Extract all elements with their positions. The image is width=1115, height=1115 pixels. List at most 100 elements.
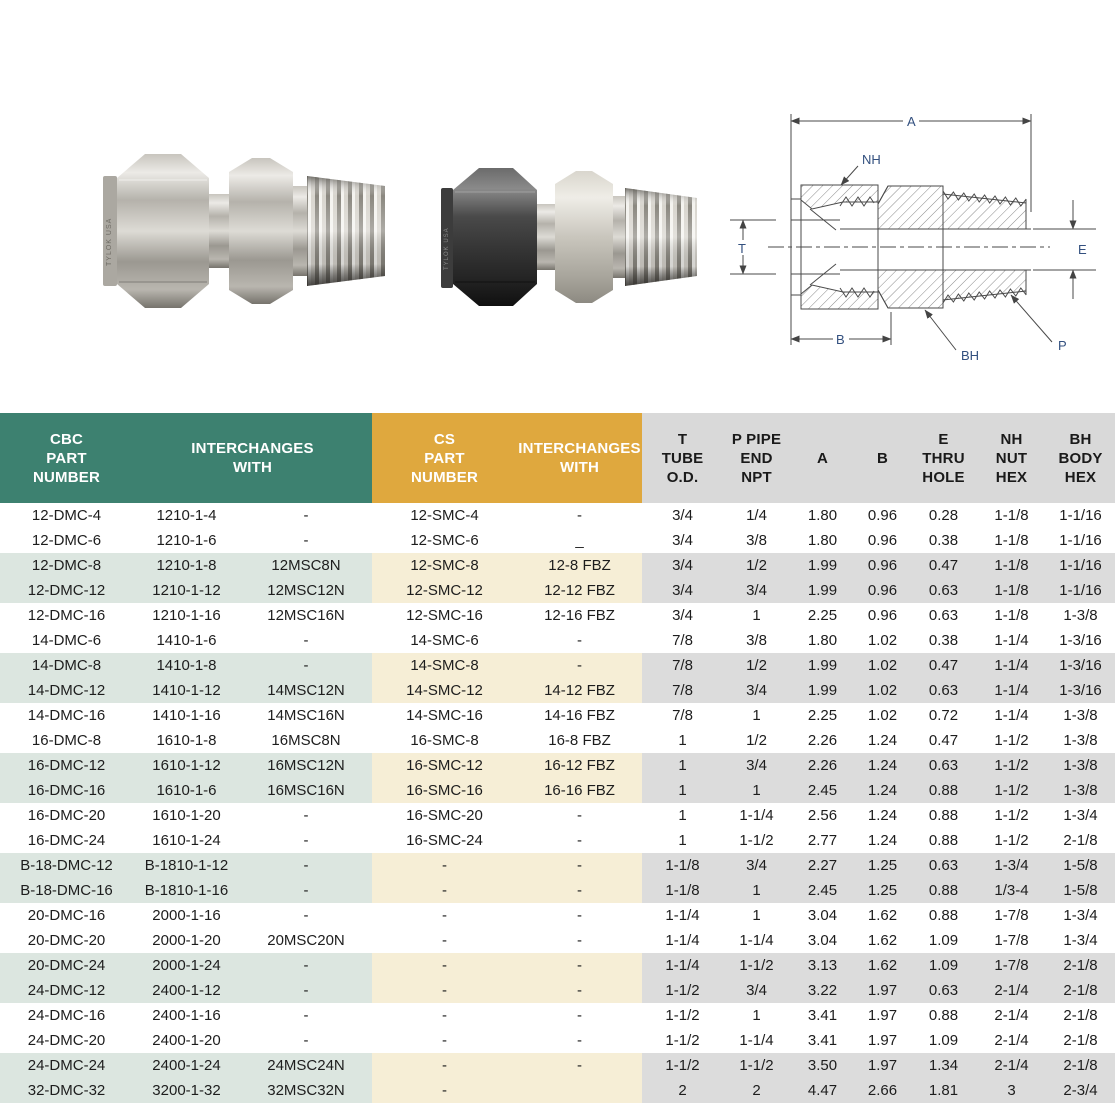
interchange-2: 16MSC12N — [240, 753, 373, 778]
interchange-1: 2400-1-24 — [133, 1053, 240, 1078]
e-thru-hole: 0.88 — [910, 878, 978, 903]
interchange-2: 14MSC16N — [267, 707, 345, 724]
table-row: 16-DMC-24 1610-1-24 - 16-SMC-24 - 1 1-1/2 2.77 1… — [0, 828, 1115, 853]
e-thru-hole: 0.63 — [910, 578, 978, 603]
interchange-1: 1210-1-6 — [156, 532, 217, 549]
cs-part-number: 14-SMC-6 — [410, 632, 479, 649]
interchange-1: 1610-1-8 — [156, 732, 217, 749]
t-tube-od: 1-1/4 — [665, 907, 700, 924]
neck — [209, 194, 229, 268]
e-thru-hole: 0.63 — [910, 978, 978, 1003]
bh-leader — [924, 309, 957, 351]
cbc-part-number: 24-DMC-12 — [0, 978, 133, 1003]
dim-label-nh: NH — [862, 152, 881, 167]
p-pipe-end-npt: 3/4 — [723, 978, 791, 1003]
interchange-1: 2000-1-16 — [152, 907, 221, 924]
dim-b: 0.96 — [855, 553, 911, 578]
p-pipe-end-npt: 1 — [723, 778, 791, 803]
table-row: B-18-DMC-12 B-1810-1-12- - -1-1/8 3/4 2.27 1.2… — [0, 853, 1115, 878]
p-pipe-end-npt: 1-1/2 — [723, 953, 791, 978]
dim-a: 2.27 — [790, 853, 856, 878]
dim-a: 3.13 — [790, 953, 856, 978]
cs-part-number: - — [442, 1007, 448, 1024]
cs-interchange: 12-12 FBZ — [517, 578, 643, 603]
dim-a: 1.99 — [790, 678, 856, 703]
cs-part-number: - — [372, 853, 518, 878]
interchange-1: 2400-1-12 — [133, 978, 240, 1003]
cbc-part-number: B-18-DMC-16 — [0, 878, 133, 903]
p-pipe-end-npt: 1 — [752, 607, 761, 624]
interchange-1: 1610-1-20 — [152, 807, 221, 824]
interchange-1: 1210-1-8 — [133, 553, 240, 578]
t-tube-od: 3/4 — [642, 553, 724, 578]
nh-nut-hex: 1-1/4 — [994, 707, 1029, 724]
table-row: B-18-DMC-16 B-1810-1-16- - -1-1/8 1 2.45 1.25 0… — [0, 878, 1115, 903]
dimension-drawing: A NH T B BH P E — [730, 113, 1096, 363]
interchange-2: - — [303, 832, 309, 849]
cs-interchange: - — [577, 807, 583, 824]
p-pipe-end-npt: 1 — [752, 907, 761, 924]
cs-part-number: 16-SMC-20 — [406, 807, 483, 824]
cbc-part-number: B-18-DMC-12 — [0, 853, 133, 878]
e-thru-hole: 1.09 — [928, 932, 959, 949]
nh-nut-hex: 1-1/2 — [994, 832, 1029, 849]
interchange-2: 24MSC24N — [240, 1053, 373, 1078]
interchange-2: 12MSC12N — [240, 578, 373, 603]
interchange-2: - — [240, 853, 373, 878]
cbc-part-number: 14-DMC-6 — [31, 632, 102, 649]
table-row: 12-DMC-6 1210-1-6 - 12-SMC-6 _ 3/4 3/8 1.80 0.96… — [0, 528, 1115, 553]
bh-body-hex: 2-3/4 — [1046, 1078, 1115, 1103]
interchange-2: - — [303, 1032, 309, 1049]
col-header: E THRU HOLE — [910, 413, 978, 503]
cs-interchange: - — [517, 1053, 643, 1078]
cs-interchange: - — [577, 1007, 583, 1024]
dim-b: 2.66 — [855, 1078, 911, 1103]
cs-interchange: - — [577, 832, 583, 849]
e-thru-hole: 0.88 — [928, 907, 959, 924]
p-leader — [1010, 294, 1053, 343]
cs-interchange: - — [577, 932, 583, 949]
dim-a: 2.25 — [807, 707, 838, 724]
dim-b: 0.96 — [855, 578, 911, 603]
bh-body-hex: 1-3/8 — [1063, 707, 1098, 724]
bh-body-hex: 1-5/8 — [1046, 853, 1115, 878]
e-thru-hole: 0.47 — [928, 732, 959, 749]
interchange-2: - — [303, 807, 309, 824]
interchange-2: 12MSC8N — [240, 553, 373, 578]
p-pipe-end-npt: 1/2 — [746, 732, 767, 749]
technical-diagram: A NH T B BH P E — [728, 82, 1113, 377]
table-row: 16-DMC-8 1610-1-8 16MSC8N 16-SMC-8 16-8 FBZ 1… — [0, 728, 1115, 753]
p-pipe-end-npt: 1-1/4 — [739, 807, 774, 824]
nh-nut-hex: 1/3-4 — [977, 878, 1047, 903]
cbc-part-number: 24-DMC-24 — [0, 1053, 133, 1078]
dim-b: 1.25 — [855, 878, 911, 903]
e-thru-hole: 0.72 — [928, 707, 959, 724]
dim-b: 1.24 — [867, 807, 898, 824]
interchange-1: B-1810-1-16 — [133, 878, 240, 903]
fitting-geometry — [768, 184, 1050, 310]
cs-interchange: 16-12 FBZ — [517, 753, 643, 778]
cs-interchange: - — [517, 953, 643, 978]
table-row: 24-DMC-24 2400-1-24 24MSC24N - -1-1/2 1-1/2 3.… — [0, 1053, 1115, 1078]
t-tube-od: 1-1/2 — [642, 1053, 724, 1078]
bh-body-hex: 1-1/16 — [1059, 507, 1102, 524]
cs-interchange: 14-16 FBZ — [544, 707, 615, 724]
interchange-2: - — [303, 507, 309, 524]
col-header: CBC PART NUMBER — [0, 413, 133, 503]
bh-body-hex: 1-3/4 — [1063, 932, 1098, 949]
dim-label-a: A — [907, 114, 916, 129]
p-pipe-end-npt: 1 — [723, 878, 791, 903]
nut-stamp-text: TYLOK USA — [106, 218, 113, 266]
table-row: 14-DMC-8 1410-1-8-14-SMC-8-7/8 1/2 1.99 1.02… — [0, 653, 1115, 678]
interchange-2: 16MSC16N — [240, 778, 373, 803]
nh-leader — [840, 165, 859, 186]
t-tube-od: 1 — [642, 753, 724, 778]
cs-interchange: 16-16 FBZ — [517, 778, 643, 803]
interchange-1: 1210-1-16 — [152, 607, 221, 624]
interchange-2: 14MSC12N — [240, 678, 373, 703]
dim-a: 3.04 — [807, 907, 838, 924]
interchange-1: 1410-1-12 — [133, 678, 240, 703]
bh-body-hex: 1-1/16 — [1046, 553, 1115, 578]
cs-interchange: 16-8 FBZ — [548, 732, 611, 749]
nh-nut-hex: 1-1/4 — [994, 632, 1029, 649]
